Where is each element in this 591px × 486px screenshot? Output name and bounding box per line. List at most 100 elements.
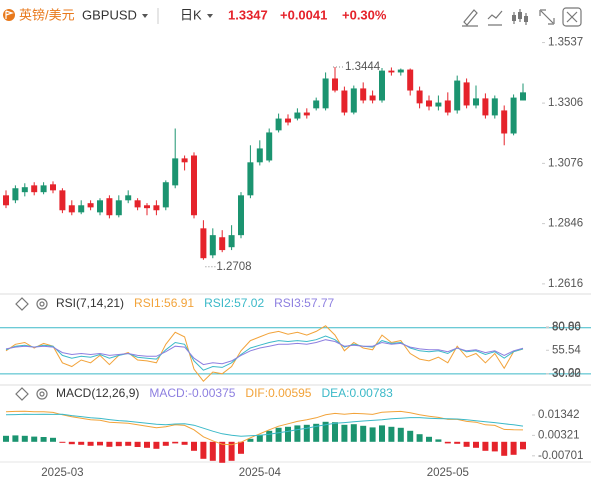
macd-bar — [238, 441, 244, 454]
candle-body — [247, 162, 254, 196]
legend-entry: DIF:0.00595 — [245, 386, 311, 400]
candle-body — [388, 70, 395, 73]
symbol-code[interactable]: GBPUSD — [82, 7, 137, 22]
rsi-settings-icon[interactable] — [36, 298, 48, 310]
macd-bar — [153, 441, 160, 449]
macd-bar — [50, 437, 56, 442]
candle-body — [454, 80, 461, 111]
candle-body — [332, 78, 338, 91]
candle-body — [172, 158, 179, 186]
macd-bar — [3, 435, 9, 442]
candle-body — [68, 205, 75, 213]
dropdown-caret[interactable] — [142, 14, 148, 18]
indicator-line — [5, 335, 524, 371]
candle-body — [12, 188, 19, 201]
legend-entry: RSI3:57.77 — [274, 296, 334, 310]
low-price-label: 1.2708 — [216, 261, 251, 273]
dropdown-caret[interactable] — [207, 14, 213, 18]
candle-body — [294, 112, 301, 119]
y-tick-label: 1.3306 — [548, 97, 583, 109]
macd-bar — [209, 441, 216, 461]
candle-body — [59, 190, 66, 211]
candle-body — [31, 185, 38, 193]
macd-bar — [247, 438, 254, 442]
macd-bar — [444, 441, 451, 444]
draw-tool-button[interactable] — [462, 9, 478, 27]
legend-entry: RSI2:57.02 — [204, 296, 264, 310]
macd-bar — [172, 441, 179, 444]
candle-body — [219, 237, 226, 251]
candle-body — [40, 185, 47, 193]
candle-body — [285, 118, 291, 123]
flag-icon — [3, 9, 15, 21]
candle-body — [97, 200, 103, 213]
macd-bar — [97, 441, 103, 446]
candle-body — [87, 203, 94, 208]
chart-type-button[interactable] — [512, 9, 528, 25]
macd-bar — [510, 441, 517, 455]
y-tick-label: 1.3537 — [548, 37, 583, 49]
macd-bar — [360, 425, 367, 442]
settings-button[interactable] — [562, 7, 582, 27]
macd-bar — [407, 430, 414, 442]
macd-bar — [134, 441, 141, 447]
x-tick-label: 2025-03 — [41, 467, 83, 479]
candle-body — [50, 184, 56, 191]
candle-body — [369, 95, 376, 101]
candle-body — [303, 112, 310, 116]
candle-body — [162, 182, 169, 208]
candle-body — [341, 90, 348, 113]
macd-bar — [388, 426, 395, 442]
macd-bar — [332, 422, 338, 442]
indicator-button[interactable] — [487, 10, 503, 26]
macd-bar — [463, 441, 470, 447]
candle-body — [313, 100, 320, 109]
macd-bar — [256, 434, 263, 442]
macd-bar — [191, 441, 197, 451]
macd-bar — [68, 441, 75, 445]
macd-bar — [322, 421, 329, 442]
toolbar-icons — [462, 7, 582, 27]
candle-body — [200, 228, 207, 259]
candle-body — [491, 98, 498, 116]
candle-body — [426, 100, 432, 107]
macd-bar — [115, 441, 122, 447]
macd-bar — [40, 437, 47, 442]
y-tick-label: 55.54 — [552, 344, 581, 356]
candle-body — [360, 88, 367, 101]
candle-body — [482, 98, 489, 116]
macd-bar — [31, 436, 38, 442]
candle-body — [266, 132, 273, 161]
candle-body — [520, 92, 526, 101]
period[interactable]: 日K — [180, 7, 202, 22]
macd-settings-icon[interactable] — [36, 388, 48, 400]
price-change: +0.0041 — [280, 7, 327, 22]
candle-body — [134, 200, 141, 208]
macd-bar — [313, 423, 320, 442]
macd-visibility-icon[interactable] — [15, 387, 29, 401]
macd-bar — [294, 425, 301, 442]
indicator-line — [5, 413, 524, 437]
y-tick-label: 30.22 — [552, 368, 581, 380]
candle-body — [125, 195, 132, 201]
fullscreen-button[interactable] — [539, 9, 555, 25]
candle-body — [21, 187, 28, 193]
macd-bar — [144, 441, 150, 448]
legend-entry: RSI1:56.91 — [134, 296, 194, 310]
macd-bar — [501, 441, 508, 456]
candle-body — [444, 100, 451, 113]
macd-bar — [266, 430, 273, 442]
macd-bar — [106, 441, 113, 447]
symbol-name[interactable]: 英镑/美元 — [19, 7, 75, 22]
macd-bar — [21, 435, 28, 442]
macd-bar — [181, 441, 188, 445]
y-tick-label: 30.00 — [552, 368, 581, 380]
y-tick-label: 0.00321 — [538, 429, 580, 441]
candle-body — [78, 205, 85, 213]
macd-bar — [200, 441, 207, 459]
rsi-visibility-icon[interactable] — [15, 297, 29, 311]
candle-body — [501, 110, 508, 134]
candle-body — [191, 155, 197, 216]
candle-body — [416, 90, 423, 104]
